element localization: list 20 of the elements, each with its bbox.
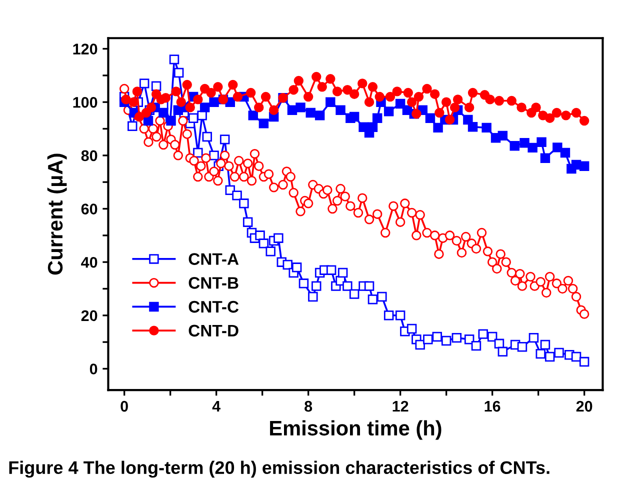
legend-label: CNT-D	[188, 324, 238, 337]
x-tick-label: 8	[304, 400, 312, 412]
legend-label: CNT-A	[188, 253, 239, 265]
y-tick-label: 0	[90, 364, 98, 374]
y-tick-label: 100	[73, 96, 98, 108]
y-tick-label: 40	[81, 256, 98, 268]
y-axis-title: Current (μA)	[47, 154, 67, 275]
legend-label: CNT-C	[188, 300, 239, 313]
y-tick-label: 120	[73, 44, 98, 54]
legend-label: CNT-B	[188, 277, 238, 289]
x-tick-label: 12	[392, 400, 408, 412]
x-tick-label: 16	[484, 400, 500, 412]
x-tick-label: 20	[576, 400, 592, 412]
y-tick-label: 80	[81, 150, 98, 162]
caption: Figure 4 The long-term (20 h) emission characteristics of CNTs.	[9, 460, 550, 478]
y-tick-label: 60	[81, 204, 98, 214]
x-axis-title: Emission time (h)	[270, 420, 442, 440]
y-tick-label: 20	[81, 310, 98, 322]
x-tick-label: 4	[212, 401, 220, 412]
x-tick-label: 0	[120, 400, 128, 412]
